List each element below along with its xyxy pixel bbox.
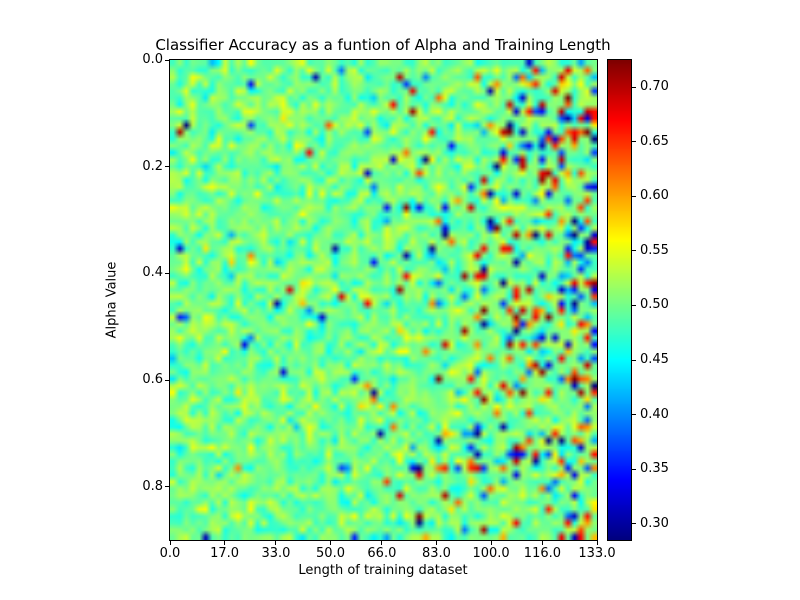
x-tick-mark <box>435 541 437 545</box>
heatmap-plot-area <box>169 59 598 541</box>
colorbar-tick-label: 0.60 <box>640 188 669 204</box>
colorbar-tick-label: 0.55 <box>640 242 669 258</box>
y-tick-mark <box>165 166 169 168</box>
y-tick-label: 0.6 <box>142 372 163 387</box>
colorbar-tick-label: 0.30 <box>640 515 669 531</box>
y-tick-mark <box>165 486 169 488</box>
y-axis-label: Alpha Value <box>104 261 120 339</box>
x-tick-mark <box>224 541 226 545</box>
colorbar-tick-label: 0.45 <box>640 352 669 367</box>
x-tick-label: 50.0 <box>316 546 345 561</box>
x-tick-label: 0.0 <box>159 546 181 561</box>
chart-title: Classifier Accuracy as a funtion of Alph… <box>155 36 611 54</box>
colorbar-tick-mark <box>632 86 636 88</box>
colorbar-tick-label: 0.70 <box>640 79 669 95</box>
y-tick-label: 0.8 <box>142 478 163 494</box>
x-tick-mark <box>381 541 383 545</box>
x-tick-mark <box>596 541 598 545</box>
colorbar-canvas <box>608 60 631 540</box>
colorbar-tick-label: 0.50 <box>640 297 669 313</box>
colorbar-tick-mark <box>632 523 636 525</box>
colorbar-tick-label: 0.35 <box>640 461 669 477</box>
x-tick-mark <box>490 541 492 545</box>
x-tick-mark <box>275 541 277 545</box>
colorbar-tick-mark <box>632 250 636 252</box>
x-tick-label: 83.0 <box>421 546 451 561</box>
x-tick-label: 17.0 <box>210 546 240 561</box>
colorbar-tick-mark <box>632 468 636 470</box>
x-axis-label: Length of training dataset <box>298 563 468 578</box>
x-tick-label: 100.0 <box>472 546 510 561</box>
x-tick-label: 33.0 <box>261 546 291 561</box>
y-tick-label: 0.4 <box>142 265 163 281</box>
x-tick-label: 66.0 <box>367 546 397 561</box>
y-tick-label: 0.0 <box>142 52 163 67</box>
x-tick-mark <box>169 541 171 545</box>
colorbar <box>607 59 632 541</box>
y-tick-mark <box>165 379 169 381</box>
x-tick-label: 133.0 <box>578 546 616 561</box>
colorbar-tick-mark <box>632 359 636 361</box>
y-tick-mark <box>165 272 169 274</box>
colorbar-tick-mark <box>632 195 636 197</box>
x-tick-mark <box>541 541 543 545</box>
colorbar-tick-label: 0.65 <box>640 133 669 149</box>
x-tick-mark <box>330 541 332 545</box>
colorbar-tick-mark <box>632 304 636 306</box>
x-tick-label: 116.0 <box>523 546 562 561</box>
y-tick-label: 0.2 <box>142 158 163 174</box>
colorbar-tick-label: 0.40 <box>640 406 669 422</box>
y-tick-mark <box>165 59 169 61</box>
colorbar-tick-mark <box>632 414 636 416</box>
colorbar-tick-mark <box>632 141 636 143</box>
heatmap-canvas <box>170 60 597 540</box>
